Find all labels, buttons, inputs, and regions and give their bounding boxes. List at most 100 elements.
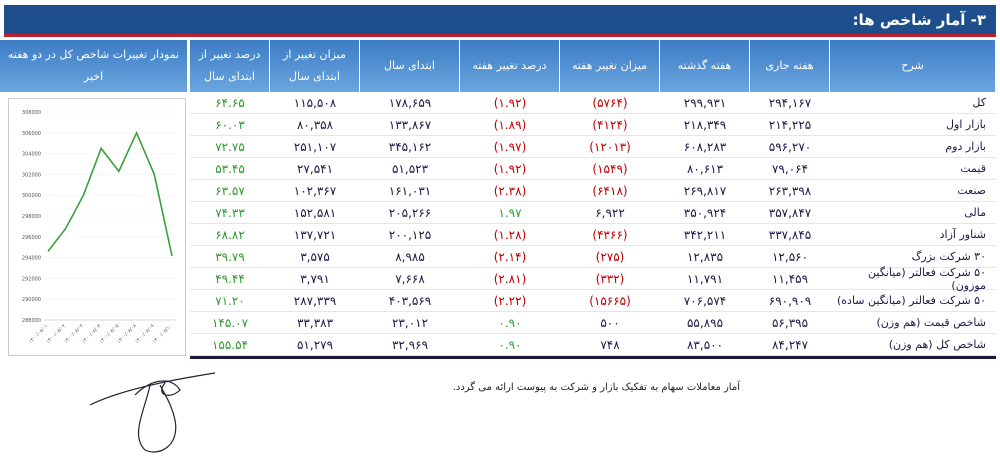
y-tick-label: 288000 bbox=[22, 318, 41, 324]
y-tick-label: 298000 bbox=[22, 214, 41, 220]
cell-value: (۴۱۲۴) bbox=[560, 114, 660, 136]
cell-value: ۲۹۴,۱۶۷ bbox=[750, 92, 830, 114]
cell-value: ۷۹,۰۶۴ bbox=[750, 158, 830, 180]
cell-value: ۳۹.۷۹ bbox=[190, 246, 270, 268]
column-header: میزان تغییر از ابتدای سال bbox=[270, 40, 359, 92]
cell-value: ۱۴۵.۰۷ bbox=[190, 312, 270, 334]
table-bottom-rule bbox=[190, 356, 996, 359]
y-tick-label: 302000 bbox=[22, 172, 41, 178]
cell-value: ۲۸۷,۳۳۹ bbox=[270, 290, 360, 312]
cell-value: ۲۳,۰۱۲ bbox=[360, 312, 460, 334]
cell-value: ۸۳,۵۰۰ bbox=[660, 334, 750, 356]
footnote: آمار معاملات سهام به تفکیک بازار و شرکت … bbox=[452, 382, 740, 393]
cell-value: ۵۹۶,۲۷۰ bbox=[750, 136, 830, 158]
cell-value: (۲.۲۲) bbox=[460, 290, 560, 312]
chart: 288000 290000 292000 294000 296000 298000 3000… bbox=[8, 98, 186, 356]
cell-value: ۱۱۵,۵۰۸ bbox=[270, 92, 360, 114]
cell-value: ۷,۶۶۸ bbox=[360, 268, 460, 290]
cell-value: (۱.۹۷) bbox=[460, 136, 560, 158]
y-tick-label: 308000 bbox=[22, 110, 41, 116]
row-label: شاخص قیمت (هم وزن) bbox=[830, 312, 996, 334]
cell-value: ۱۶۱,۰۳۱ bbox=[360, 180, 460, 202]
column-header: میزان تغییر هفته bbox=[560, 40, 659, 92]
cell-value: ۲۶۹,۸۱۷ bbox=[660, 180, 750, 202]
cell-value: ۵۱,۲۷۹ bbox=[270, 334, 360, 356]
row-label: مالی bbox=[830, 202, 996, 224]
cell-value: ۰.۹۰ bbox=[460, 334, 560, 356]
row-label: ۳۰ شرکت بزرگ bbox=[830, 246, 996, 268]
cell-value: (۱۵۶۶۵) bbox=[560, 290, 660, 312]
cell-value: ۶۴.۶۵ bbox=[190, 92, 270, 114]
cell-value: ۷۴.۳۳ bbox=[190, 202, 270, 224]
line-series bbox=[47, 130, 173, 257]
column-header: شرح bbox=[830, 40, 995, 92]
cell-value: ۷۱.۲۰ bbox=[190, 290, 270, 312]
y-tick-label: 290000 bbox=[22, 297, 41, 303]
cell-value: ۱۲,۵۶۰ bbox=[750, 246, 830, 268]
cell-value: ۱۱,۴۵۹ bbox=[750, 268, 830, 290]
cell-value: ۶۰۸,۲۸۳ bbox=[660, 136, 750, 158]
row-label: ۵۰ شرکت فعالتر (میانگین موزون) bbox=[830, 266, 996, 292]
cell-value: ۷۴۸ bbox=[560, 334, 660, 356]
cell-value: ۲۹۹,۹۳۱ bbox=[660, 92, 750, 114]
row-label: بازار دوم bbox=[830, 136, 996, 158]
column-header: درصد تغییر هفته bbox=[460, 40, 559, 92]
cell-value: ۵۰۰ bbox=[560, 312, 660, 334]
column-header: نمودار تغییرات شاخص کل در دو هفته اخیر bbox=[0, 40, 187, 92]
cell-value: ۱۰۲,۳۶۷ bbox=[270, 180, 360, 202]
y-tick-label: 296000 bbox=[22, 235, 41, 241]
cell-value: (۴۳۶۶) bbox=[560, 224, 660, 246]
y-tick-label: 292000 bbox=[22, 276, 41, 282]
y-tick-label: 300000 bbox=[22, 193, 41, 199]
cell-value: ۱۳۷,۷۲۱ bbox=[270, 224, 360, 246]
y-tick-label: 294000 bbox=[22, 256, 41, 262]
cell-value: (۱۵۴۹) bbox=[560, 158, 660, 180]
cell-value: ۷۲.۷۵ bbox=[190, 136, 270, 158]
cell-value: ۱۱,۷۹۱ bbox=[660, 268, 750, 290]
cell-value: ۸۰,۶۱۳ bbox=[660, 158, 750, 180]
row-label: بازار اول bbox=[830, 114, 996, 136]
cell-value: ۶۸.۸۲ bbox=[190, 224, 270, 246]
column-header: ابتدای سال bbox=[360, 40, 459, 92]
chart-frame bbox=[8, 98, 186, 356]
cell-value: (۱.۸۹) bbox=[460, 114, 560, 136]
cell-value: ۳۵۰,۹۲۴ bbox=[660, 202, 750, 224]
cell-value: (۵۷۶۴) bbox=[560, 92, 660, 114]
column-header: درصد تغییر از ابتدای سال bbox=[190, 40, 269, 92]
cell-value: ۵۵,۸۹۵ bbox=[660, 312, 750, 334]
row-label: صنعت bbox=[830, 180, 996, 202]
section-title: ۳- آمار شاخص ها: bbox=[4, 5, 996, 37]
cell-value: (۱.۹۲) bbox=[460, 92, 560, 114]
cell-value: ۴۰۳,۵۶۹ bbox=[360, 290, 460, 312]
cell-value: ۶۹۰,۹۰۹ bbox=[750, 290, 830, 312]
cell-value: ۳۵۷,۸۴۷ bbox=[750, 202, 830, 224]
cell-value: (۶۴۱۸) bbox=[560, 180, 660, 202]
row-label: شناور آزاد bbox=[830, 224, 996, 246]
cell-value: ۱۵۵.۵۴ bbox=[190, 334, 270, 356]
signature bbox=[89, 372, 216, 453]
cell-value: ۵۱,۵۲۳ bbox=[360, 158, 460, 180]
cell-value: ۶۳.۵۷ bbox=[190, 180, 270, 202]
y-tick-label: 304000 bbox=[22, 152, 41, 158]
cell-value: ۵۳.۴۵ bbox=[190, 158, 270, 180]
cell-value: ۶۰.۰۳ bbox=[190, 114, 270, 136]
cell-value: ۸,۹۸۵ bbox=[360, 246, 460, 268]
column-header: هفته گذشته bbox=[660, 40, 749, 92]
cell-value: (۱.۲۸) bbox=[460, 224, 560, 246]
cell-value: ۷۰۶,۵۷۴ bbox=[660, 290, 750, 312]
cell-value: (۲.۱۴) bbox=[460, 246, 560, 268]
cell-value: (۱.۹۲) bbox=[460, 158, 560, 180]
cell-value: ۳۴۵,۱۶۲ bbox=[360, 136, 460, 158]
cell-value: (۱۲۰۱۳) bbox=[560, 136, 660, 158]
cell-value: (۲.۸۱) bbox=[460, 268, 560, 290]
cell-value: ۳۳۷,۸۴۵ bbox=[750, 224, 830, 246]
cell-value: (۲.۳۸) bbox=[460, 180, 560, 202]
row-label: شاخص کل (هم وزن) bbox=[830, 334, 996, 356]
cell-value: ۸۰,۳۵۸ bbox=[270, 114, 360, 136]
cell-value: ۱۵۲,۵۸۱ bbox=[270, 202, 360, 224]
cell-value: ۲۷,۵۴۱ bbox=[270, 158, 360, 180]
cell-value: ۱۳۳,۸۶۷ bbox=[360, 114, 460, 136]
cell-value: ۲۱۴,۲۲۵ bbox=[750, 114, 830, 136]
cell-value: ۲۰۵,۲۶۶ bbox=[360, 202, 460, 224]
